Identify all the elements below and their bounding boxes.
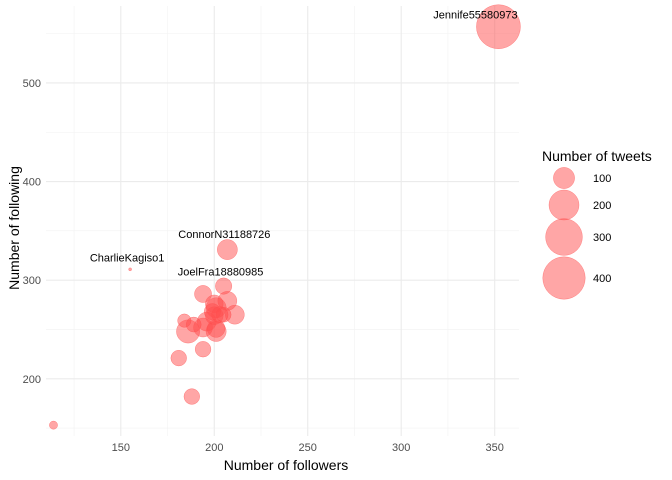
y-tick-label: 300 (23, 275, 41, 287)
data-point (183, 388, 200, 405)
y-tick-label: 500 (23, 78, 41, 90)
x-tick-label: 350 (486, 442, 504, 454)
x-tick-label: 200 (205, 442, 223, 454)
x-tick-label: 150 (112, 442, 130, 454)
data-point (194, 285, 212, 303)
y-axis-ticks: 200 300 400 500 (23, 78, 41, 386)
x-tick-label: 250 (299, 442, 317, 454)
legend-label: 100 (593, 173, 611, 185)
major-gridlines (46, 6, 519, 436)
point-label: Jennife55580973 (433, 10, 517, 22)
legend-key (542, 256, 586, 300)
y-tick-label: 400 (23, 177, 41, 189)
y-tick-label: 200 (23, 374, 41, 386)
data-point (49, 420, 58, 430)
legend-label: 300 (593, 232, 611, 244)
legend-key (548, 189, 580, 221)
legend-label: 400 (593, 273, 611, 285)
data-point (215, 277, 233, 295)
point-label: ConnorN31188726 (178, 229, 270, 241)
data-point (170, 349, 187, 367)
data-points (49, 4, 521, 430)
y-axis-title: Number of following (6, 166, 22, 290)
minor-gridlines (46, 6, 519, 436)
x-axis-ticks: 150 200 250 300 350 (112, 442, 504, 454)
size-legend: Number of tweets 100 200 300 400 (542, 148, 652, 300)
data-point (194, 341, 212, 358)
legend-key (553, 167, 575, 189)
data-point (217, 239, 238, 260)
data-point (177, 313, 192, 328)
point-label: CharlieKagiso1 (90, 252, 165, 264)
legend-key (545, 218, 583, 256)
data-point (215, 306, 232, 323)
data-point (476, 4, 521, 49)
point-label: JoelFra18880985 (178, 267, 264, 279)
legend-title: Number of tweets (542, 148, 652, 164)
legend-label: 200 (593, 200, 611, 212)
point-labels: Jennife55580973 ConnorN31188726 CharlieKag… (90, 10, 518, 279)
x-axis-title: Number of followers (224, 457, 349, 473)
x-tick-label: 300 (392, 442, 410, 454)
data-point (128, 267, 132, 272)
